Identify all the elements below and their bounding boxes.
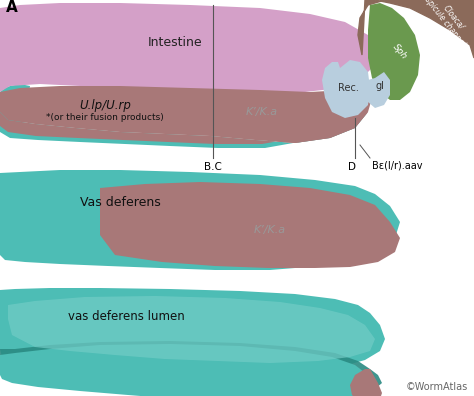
Polygon shape (368, 3, 420, 100)
Text: Vas deferens: Vas deferens (80, 196, 161, 209)
Text: vas deferens lumen: vas deferens lumen (68, 310, 185, 324)
Text: A: A (6, 0, 18, 15)
Text: K’/K.a: K’/K.a (254, 225, 286, 235)
Polygon shape (100, 182, 400, 268)
Text: Bε(l/r).aav: Bε(l/r).aav (372, 160, 422, 170)
Polygon shape (0, 112, 368, 148)
Text: *(or their fusion products): *(or their fusion products) (46, 112, 164, 122)
Text: ©WormAtlas: ©WormAtlas (406, 382, 468, 392)
Text: B.C: B.C (204, 162, 222, 172)
Text: Rec.: Rec. (337, 83, 358, 93)
Text: K’/K.a: K’/K.a (246, 107, 278, 117)
Text: U.lp/U.rp: U.lp/U.rp (79, 99, 131, 112)
Text: gl: gl (375, 81, 384, 91)
Polygon shape (366, 72, 390, 108)
Text: Intestine: Intestine (148, 36, 202, 48)
Polygon shape (0, 344, 380, 396)
Polygon shape (0, 3, 375, 92)
Polygon shape (0, 341, 382, 396)
Polygon shape (0, 288, 385, 371)
Polygon shape (358, 0, 474, 58)
Polygon shape (322, 60, 370, 118)
Polygon shape (0, 112, 368, 144)
Polygon shape (0, 170, 400, 270)
Polygon shape (8, 296, 375, 363)
Polygon shape (0, 86, 372, 143)
Text: D: D (348, 162, 356, 172)
Polygon shape (350, 369, 382, 396)
Text: Sph: Sph (391, 42, 409, 61)
Text: Cloaca/
spicule channels: Cloaca/ spicule channels (423, 0, 474, 51)
Polygon shape (0, 84, 30, 132)
